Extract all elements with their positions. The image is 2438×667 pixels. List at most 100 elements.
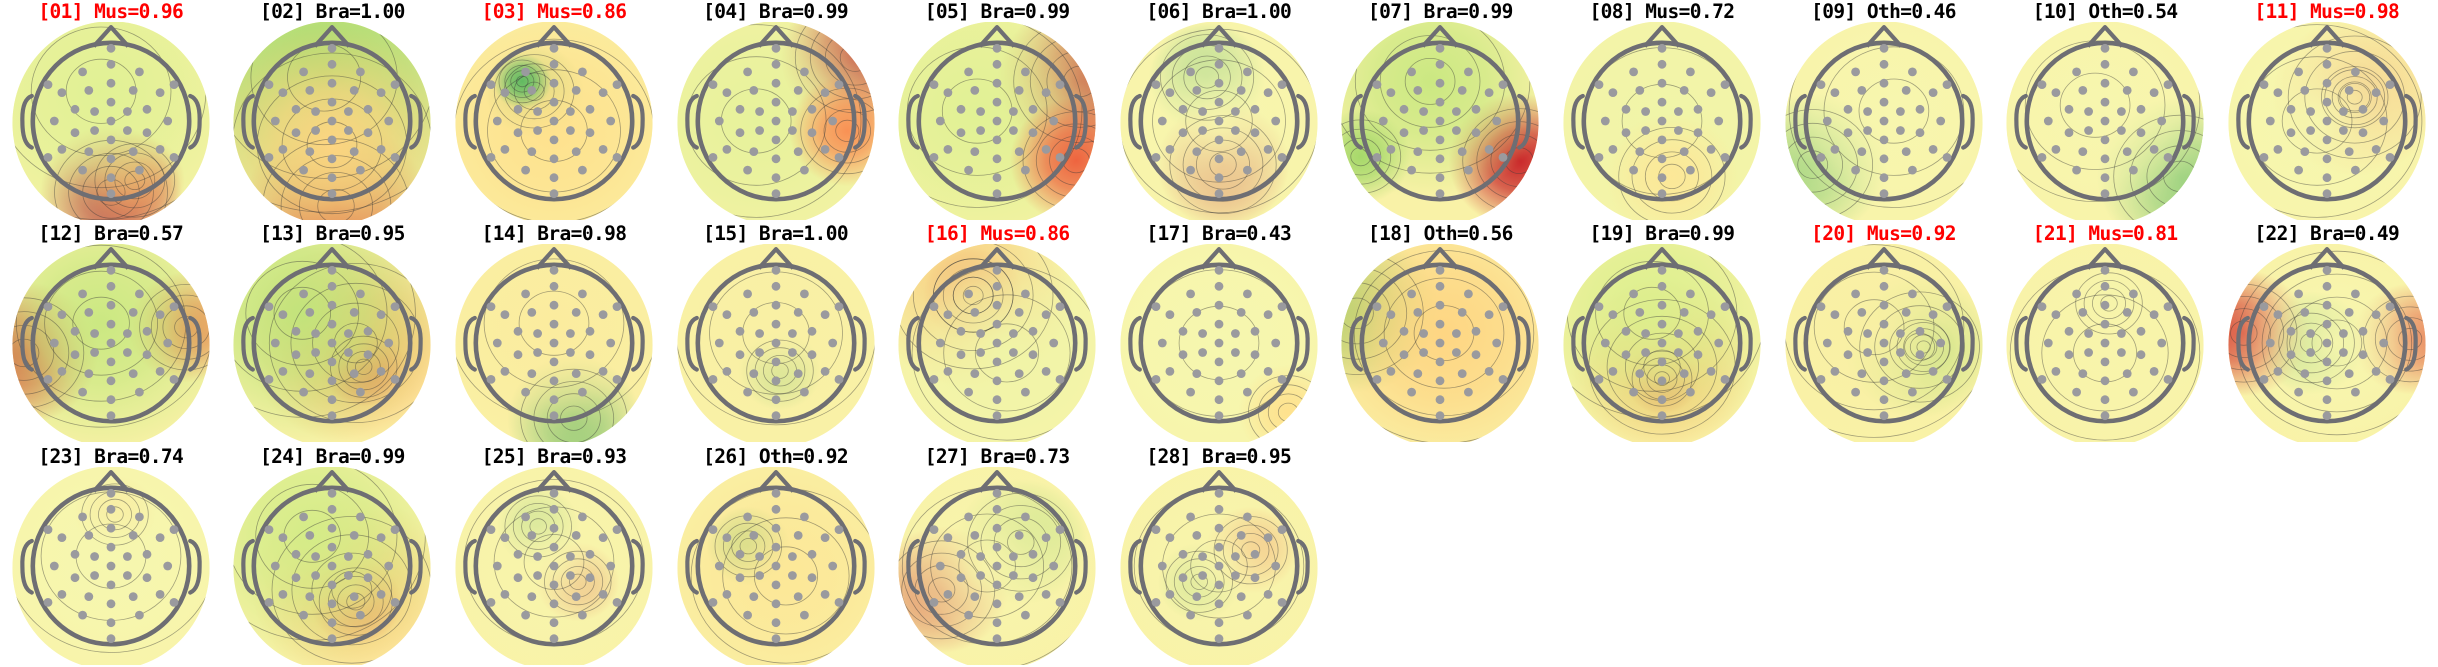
topomap-cell[interactable]: [04] Bra=0.99: [665, 0, 887, 222]
topomap-cell[interactable]: [08] Mus=0.72: [1551, 0, 1773, 222]
ear-right-icon: [2182, 316, 2196, 372]
topomap-cell[interactable]: [15] Bra=1.00: [665, 222, 887, 444]
head-outline: [1803, 40, 1965, 202]
ear-left-icon: [20, 93, 34, 150]
nose-icon: [1421, 247, 1460, 271]
head-outline: [30, 40, 192, 202]
topomap-label: [13] Bra=0.95: [259, 222, 405, 246]
topomap-cell[interactable]: [07] Bra=0.99: [1330, 0, 1552, 222]
head-outline: [1581, 262, 1743, 424]
nose-icon: [1199, 25, 1238, 48]
ear-left-icon: [1571, 316, 1585, 372]
ear-right-icon: [187, 93, 202, 150]
head-outline: [916, 485, 1078, 647]
head-outline: [251, 40, 413, 202]
head-outline: [1581, 40, 1743, 202]
topomap-cell[interactable]: [01] Mus=0.96: [0, 0, 222, 222]
ear-right-icon: [852, 538, 867, 595]
topomap-label: [21] Mus=0.81: [2032, 222, 2178, 246]
topomap-plot: [1341, 244, 1539, 443]
head-outline: [2246, 262, 2408, 424]
head-outline: [473, 40, 635, 202]
ear-right-icon: [1517, 93, 1532, 150]
topomap-label: [05] Bra=0.99: [924, 0, 1070, 23]
topomap-cell[interactable]: [24] Bra=0.99: [222, 445, 444, 667]
sensor-markers: [264, 43, 400, 199]
topomap-cell[interactable]: [05] Bra=0.99: [886, 0, 1108, 222]
nose-icon: [1864, 247, 1903, 271]
head-outline: [1138, 485, 1300, 647]
topomap-cell[interactable]: [23] Bra=0.74: [0, 445, 222, 667]
ear-left-icon: [1792, 93, 1807, 150]
nose-icon: [1199, 469, 1238, 493]
ear-right-icon: [1517, 316, 1532, 372]
head-outline: [695, 40, 857, 202]
ear-right-icon: [2403, 316, 2418, 372]
topomap-cell[interactable]: [19] Bra=0.99: [1551, 222, 1773, 444]
topomap-label: [26] Oth=0.92: [703, 444, 848, 468]
topomap-cell[interactable]: [18] Oth=0.56: [1330, 222, 1552, 444]
sensor-markers: [43, 488, 179, 643]
topomap-plot: [2228, 22, 2426, 220]
topomap-cell[interactable]: [27] Bra=0.73: [886, 445, 1108, 667]
ear-right-icon: [852, 316, 867, 372]
ear-right-icon: [631, 538, 645, 595]
topomap-cell[interactable]: [12] Bra=0.57: [0, 222, 222, 444]
sensor-markers: [1372, 43, 1508, 199]
sensor-markers: [2037, 43, 2173, 199]
topomap-plot: [898, 466, 1096, 665]
nose-icon: [92, 469, 130, 493]
ear-right-icon: [1074, 93, 1088, 150]
topomap-label: [14] Bra=0.98: [481, 222, 627, 246]
topomap-cell[interactable]: [20] Mus=0.92: [1773, 222, 1995, 444]
ear-left-icon: [2014, 316, 2029, 372]
nose-icon: [313, 469, 352, 493]
ear-left-icon: [20, 538, 34, 595]
ear-right-icon: [409, 538, 424, 595]
topomap-cell[interactable]: [25] Bra=0.93: [443, 445, 665, 667]
topomap-label: [27] Bra=0.73: [924, 444, 1070, 468]
topomap-cell[interactable]: [06] Bra=1.00: [1108, 0, 1330, 222]
nose-icon: [756, 469, 795, 493]
topomap-label: [01] Mus=0.96: [38, 0, 184, 23]
topomap-cell[interactable]: [26] Oth=0.92: [665, 445, 887, 667]
sensor-markers: [708, 488, 843, 643]
nose-icon: [2086, 247, 2124, 271]
ear-left-icon: [463, 538, 477, 595]
nose-icon: [1421, 25, 1460, 48]
topomap-cell[interactable]: [14] Bra=0.98: [443, 222, 665, 444]
ear-left-icon: [684, 93, 699, 150]
topomap-cell[interactable]: [16] Mus=0.86: [886, 222, 1108, 444]
ear-right-icon: [1739, 93, 1753, 150]
topomap-cell[interactable]: [02] Bra=1.00: [222, 0, 444, 222]
head-outline: [1138, 40, 1300, 202]
topomap-cell[interactable]: [21] Mus=0.81: [1994, 222, 2216, 444]
topomap-plot: [1120, 244, 1318, 443]
topomap-cell[interactable]: [28] Bra=0.95: [1108, 445, 1330, 667]
topomap-cell[interactable]: [03] Mus=0.86: [443, 0, 665, 222]
topomap-cell[interactable]: [10] Oth=0.54: [1994, 0, 2216, 222]
topomap-label: [07] Bra=0.99: [1367, 0, 1513, 23]
ear-left-icon: [1128, 316, 1142, 372]
topomap-label: [09] Oth=0.46: [1811, 0, 1956, 23]
topomap-label: [28] Bra=0.95: [1146, 444, 1292, 468]
topomap-cell[interactable]: [13] Bra=0.95: [222, 222, 444, 444]
topomap-label: [08] Mus=0.72: [1589, 0, 1735, 23]
ear-left-icon: [241, 93, 256, 150]
topomap-cell[interactable]: [17] Bra=0.43: [1108, 222, 1330, 444]
nose-icon: [978, 247, 1016, 271]
topomap-plot: [455, 244, 653, 443]
ear-right-icon: [1074, 538, 1088, 595]
topomap-cell[interactable]: [11] Mus=0.98: [2216, 0, 2438, 222]
topomap-plot: [677, 22, 875, 220]
topomap-plot: [2006, 22, 2204, 220]
topomap-label: [15] Bra=1.00: [703, 222, 848, 246]
sensor-markers: [486, 43, 622, 199]
ear-left-icon: [20, 316, 34, 372]
head-outline: [2024, 40, 2186, 202]
ear-right-icon: [409, 93, 424, 150]
sensor-markers: [1594, 266, 1730, 421]
topomap-cell[interactable]: [09] Oth=0.46: [1773, 0, 1995, 222]
ear-left-icon: [2014, 93, 2029, 150]
topomap-cell[interactable]: [22] Bra=0.49: [2216, 222, 2438, 444]
